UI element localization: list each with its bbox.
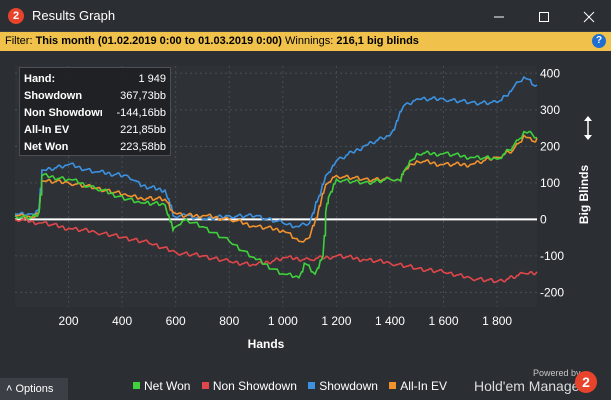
x-tick-label: 1 600: [429, 314, 459, 328]
y-axis-title: Big Blinds: [577, 165, 591, 225]
holdem-manager-logo: 2: [575, 371, 597, 393]
tooltip-value: 367,73bb: [120, 90, 166, 102]
series-line-non-showdown: [14, 217, 538, 284]
x-tick-label: 1 400: [375, 314, 405, 328]
y-tick-label: 400: [540, 66, 560, 80]
close-button[interactable]: [566, 0, 611, 32]
y-tick-label: 0: [540, 212, 547, 226]
y-tick-label: 100: [540, 176, 560, 190]
series-line-showdown: [14, 75, 538, 229]
brand-name: Hold'em Manager: [474, 378, 585, 394]
x-tick-label: 400: [112, 314, 132, 328]
x-tick-label: 1 800: [482, 314, 512, 328]
x-tick-label: 1 000: [268, 314, 298, 328]
resize-arrow-down-head: [584, 135, 592, 140]
chevron-up-icon: ˄: [6, 383, 13, 395]
tooltip-value: 223,58bb: [120, 141, 166, 153]
y-tick-label: -100: [540, 249, 564, 263]
y-tick-label: 300: [540, 103, 560, 117]
legend-item-showdown[interactable]: Showdown: [308, 379, 378, 393]
maximize-button[interactable]: [521, 0, 566, 32]
help-icon[interactable]: ?: [592, 34, 606, 48]
chart-legend: Net Won Non Showdown Showdown All-In EV: [133, 379, 455, 393]
x-tick-label: 600: [166, 314, 186, 328]
filter-bar[interactable]: Filter: This month (01.02.2019 0:00 to 0…: [0, 32, 611, 51]
legend-label: All-In EV: [400, 379, 447, 393]
tooltip-row-all-in-ev: All-In EV 221,85bb: [24, 122, 166, 139]
holdem-manager-app-icon: 2: [8, 8, 24, 24]
legend-swatch: [201, 382, 209, 389]
filter-label: Filter:: [5, 35, 33, 47]
resize-arrow-up-head: [584, 116, 592, 121]
tooltip-key: Net Won: [24, 141, 69, 153]
powered-by-label: Powered by: [533, 368, 581, 378]
bottom-bar: ˄ Options Net Won Non Showdown Showdown …: [0, 368, 611, 400]
close-icon: [583, 11, 594, 23]
filter-value: This month (01.02.2019 0:00 to 01.03.201…: [35, 35, 282, 47]
tooltip-key: Showdown: [24, 90, 83, 102]
hand-tooltip: Hand: 1 949 Showdown 367,73bb Non Showdo…: [19, 67, 171, 156]
x-tick-label: 800: [219, 314, 239, 328]
maximize-icon: [538, 12, 549, 23]
legend-swatch: [389, 382, 397, 389]
tooltip-key: Non Showdown: [24, 107, 102, 119]
x-axis-title: Hands: [248, 337, 285, 351]
tooltip-row-non-showdown: Non Showdown -144,16bb: [24, 105, 166, 122]
legend-swatch: [308, 382, 316, 389]
minimize-button[interactable]: [476, 0, 521, 32]
tooltip-row-hand: Hand: 1 949: [24, 71, 166, 88]
winnings-label: Winnings:: [285, 35, 334, 47]
options-button[interactable]: ˄ Options: [0, 378, 68, 400]
tooltip-value: 221,85bb: [120, 124, 166, 136]
options-label: Options: [15, 383, 54, 395]
legend-swatch: [133, 382, 140, 389]
legend-label: Net Won: [144, 379, 191, 393]
winnings-value: 216,1 big blinds: [336, 35, 419, 47]
x-tick-label: 200: [59, 314, 79, 328]
window-title: Results Graph: [32, 8, 116, 23]
legend-item-all-in-ev[interactable]: All-In EV: [389, 379, 447, 393]
legend-label: Showdown: [319, 379, 378, 393]
tooltip-key: All-In EV: [24, 124, 70, 136]
y-tick-label: -200: [540, 285, 564, 299]
legend-item-net-won[interactable]: Net Won: [133, 379, 190, 393]
title-bar: 2 Results Graph: [0, 0, 611, 32]
series-line-all-in-ev: [14, 134, 538, 243]
minimize-icon: [493, 16, 504, 18]
legend-label: Non Showdown: [212, 379, 297, 393]
y-tick-label: 200: [540, 139, 560, 153]
x-tick-label: 1 200: [321, 314, 351, 328]
legend-item-non-showdown[interactable]: Non Showdown: [201, 379, 297, 393]
tooltip-value: 1 949: [138, 73, 166, 85]
tooltip-row-showdown: Showdown 367,73bb: [24, 88, 166, 105]
tooltip-key: Hand:: [24, 73, 56, 85]
series-line-net-won: [14, 130, 538, 280]
tooltip-value: -144,16bb: [116, 107, 166, 119]
tooltip-row-net-won: Net Won 223,58bb: [24, 139, 166, 156]
